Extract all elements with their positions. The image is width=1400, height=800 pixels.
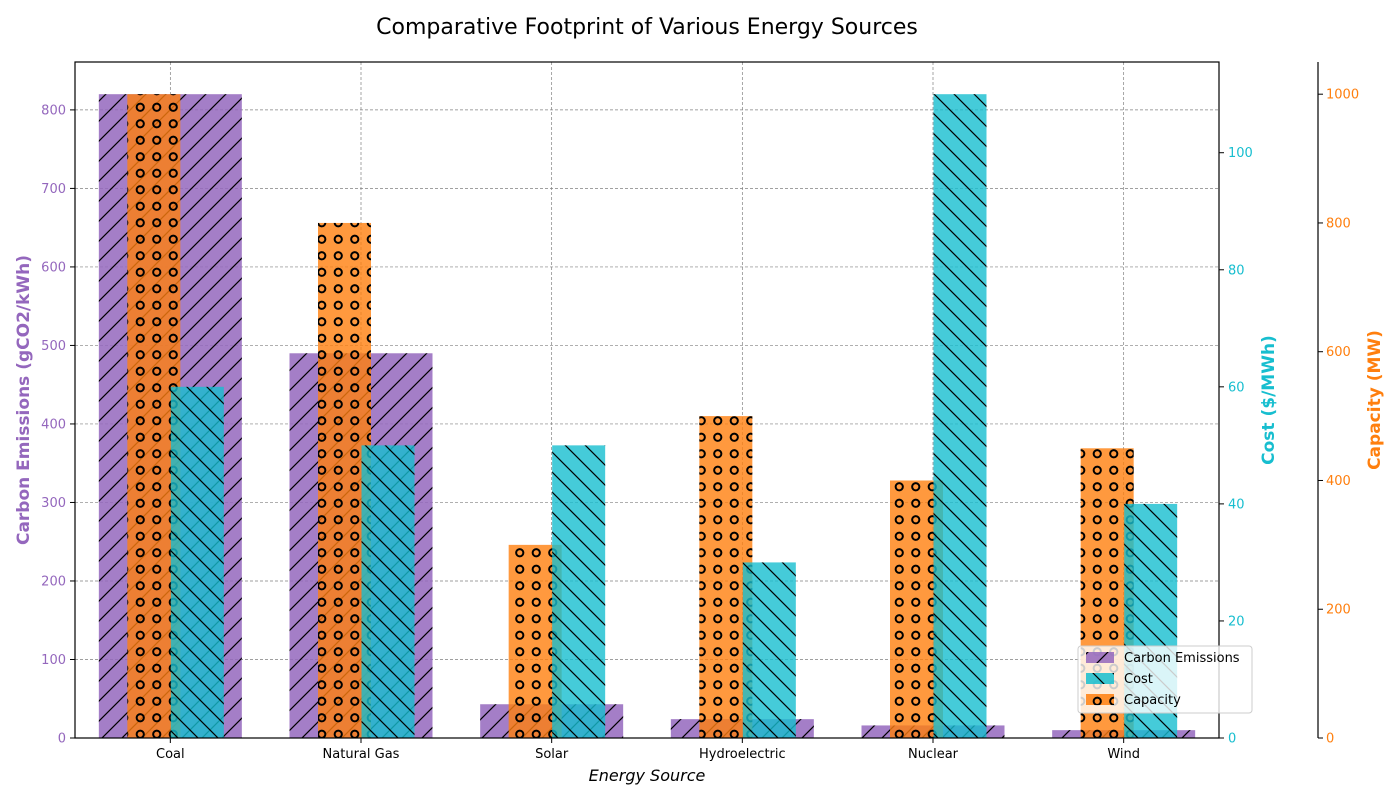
- left-tick-label: 600: [41, 260, 66, 275]
- legend-label-carbon-emissions: Carbon Emissions: [1124, 651, 1240, 666]
- cost-bar-hatch: [933, 94, 987, 738]
- cost-tick-label: 0: [1228, 732, 1236, 747]
- left-tick-label: 300: [41, 496, 66, 511]
- left-axis-label: Carbon Emissions (gCO2/kWh): [14, 255, 34, 545]
- plot-frame: [74, 61, 1220, 739]
- x-tick-label: Solar: [535, 747, 569, 762]
- bars: [98, 94, 1196, 738]
- capacity-tick-label: 600: [1326, 345, 1351, 360]
- capacity-tick-label: 0: [1326, 732, 1334, 747]
- x-tick-label: Hydroelectric: [699, 747, 786, 762]
- legend-swatch-hatch-capacity: [1086, 694, 1114, 705]
- left-tick-label: 800: [41, 103, 66, 118]
- cost-tick-label: 60: [1228, 380, 1245, 395]
- capacity-tick-label: 800: [1326, 216, 1351, 231]
- cost-axis-label: Cost ($/MWh): [1259, 335, 1279, 465]
- left-tick-label: 500: [41, 339, 66, 354]
- capacity-tick-label: 200: [1326, 603, 1351, 618]
- capacity-axis-label: Capacity (MW): [1365, 330, 1385, 470]
- capacity-tick-label: 400: [1326, 474, 1351, 489]
- legend: Carbon Emissions Cost Capacity: [1077, 645, 1253, 714]
- legend-swatch-hatch-cost: [1086, 673, 1114, 684]
- x-tick-label: Wind: [1107, 747, 1140, 762]
- cost-tick-label: 100: [1228, 146, 1253, 161]
- axes: Coal Natural Gas Solar Hydroelectric Nuclear…: [14, 62, 1385, 762]
- legend-label-cost: Cost: [1124, 672, 1153, 687]
- x-tick-label: Nuclear: [908, 747, 959, 762]
- cost-tick-label: 80: [1228, 263, 1245, 278]
- cost-tick-label: 20: [1228, 614, 1245, 629]
- left-tick-label: 100: [41, 653, 66, 668]
- cost-bar-hatch: [742, 562, 796, 738]
- cost-bar-hatch: [361, 445, 415, 738]
- cost-bar-hatch: [170, 386, 224, 738]
- legend-box: [1077, 645, 1253, 714]
- x-tick-label: Natural Gas: [323, 747, 400, 762]
- x-tick-label: Coal: [156, 747, 185, 762]
- x-axis-label: Energy Source: [589, 766, 706, 785]
- legend-label-capacity: Capacity: [1124, 693, 1181, 708]
- cost-bar-hatch: [552, 445, 606, 738]
- left-tick-label: 700: [41, 182, 66, 197]
- left-tick-label: 400: [41, 417, 66, 432]
- grid-lines: [75, 62, 1219, 738]
- chart-title: Comparative Footprint of Various Energy …: [376, 15, 918, 40]
- capacity-tick-label: 1000: [1326, 88, 1359, 103]
- left-tick-label: 200: [41, 574, 66, 589]
- legend-swatch-hatch-carbon-emissions: [1086, 652, 1114, 663]
- cost-tick-label: 40: [1228, 497, 1245, 512]
- left-tick-label: 0: [58, 732, 66, 747]
